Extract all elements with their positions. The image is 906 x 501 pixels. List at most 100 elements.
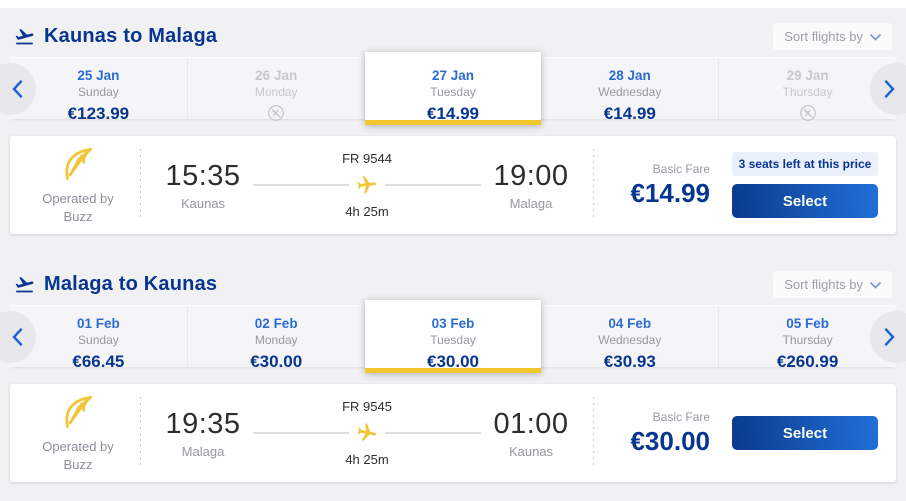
date-price: €30.93 [603,352,656,371]
divider [140,149,141,221]
arrival-time: 19:00 [493,159,569,192]
flight-results-page: Kaunas to Malaga Sort flights by 25 Jan … [0,8,906,482]
return-flight-section: Malaga to Kaunas Sort flights by 01 Feb … [0,270,906,482]
cta-block: 3 seats left at this price Select [732,152,878,218]
section-title: Malaga to Kaunas [44,272,218,295]
chevron-down-icon [870,277,881,292]
date-label: 29 Jan [786,68,829,83]
date-carousel: 25 Jan Sunday €123.99 26 Jan Monday 27 J… [0,52,906,125]
date-cell-selected[interactable]: 03 Feb Tuesday €30.00 [364,300,542,373]
arrival-time: 01:00 [493,407,569,440]
section-title-wrap: Kaunas to Malaga [14,25,217,48]
no-flight-icon [188,103,365,126]
date-cell[interactable]: 02 Feb Monday €30.00 [186,306,365,371]
divider [593,397,594,469]
arrival-city: Kaunas [508,443,554,459]
date-cell-no-flight[interactable]: 26 Jan Monday [186,58,365,121]
arrival-block: 19:00 Malaga [481,160,581,211]
chevron-right-icon [884,79,895,98]
date-label: 25 Jan [77,68,120,83]
top-bar [0,0,906,8]
cta-block: Select [732,416,878,450]
flight-duration: 4h 25m [345,204,389,219]
plane-icon [356,422,378,444]
chevron-left-icon [11,79,22,98]
departure-time: 15:35 [165,159,241,192]
carousel-next-button[interactable] [870,62,906,115]
seats-left-badge: 3 seats left at this price [732,152,878,176]
route-line [253,174,481,196]
day-label: Thursday [782,333,833,347]
day-label: Wednesday [598,333,662,347]
date-price: €66.45 [72,352,125,371]
section-title-wrap: Malaga to Kaunas [14,273,217,296]
select-flight-button[interactable]: Select [732,416,878,450]
operated-by-label: Operated by Buzz [42,439,114,472]
fare-price: €30.00 [630,425,710,456]
sort-flights-label: Sort flights by [784,28,863,44]
flight-number: FR 9545 [342,399,392,414]
date-label: 03 Feb [431,316,475,331]
flight-number: FR 9544 [342,151,392,166]
outbound-flight-section: Kaunas to Malaga Sort flights by 25 Jan … [0,22,906,234]
departure-time: 19:35 [165,407,241,440]
fare-block: Basic Fare €30.00 [606,410,732,457]
divider [593,149,594,221]
date-price: €123.99 [67,104,130,123]
date-cell-selected[interactable]: 27 Jan Tuesday €14.99 [364,52,542,125]
date-label: 26 Jan [255,68,298,83]
section-header: Malaga to Kaunas Sort flights by [14,270,892,298]
flight-duration: 4h 25m [345,452,389,467]
departure-block: 15:35 Kaunas [153,160,253,211]
arrival-block: 01:00 Kaunas [481,408,581,459]
date-cell[interactable]: 01 Feb Sunday €66.45 [10,306,187,371]
chevron-right-icon [884,327,895,346]
section-header: Kaunas to Malaga Sort flights by [14,22,892,50]
date-cell[interactable]: 04 Feb Wednesday €30.93 [541,306,719,371]
date-label: 28 Jan [608,68,651,83]
fare-type-label: Basic Fare [652,409,710,424]
date-price: €260.99 [776,352,839,371]
route-block: FR 9545 4h 25m [253,399,481,467]
flight-takeoff-icon [14,274,35,295]
buzz-harp-logo [28,144,128,186]
date-cell-no-flight[interactable]: 29 Jan Thursday [718,58,896,121]
operator-column: Operated by Buzz [28,144,128,225]
fare-type-label: Basic Fare [652,161,710,176]
date-price: €30.00 [250,352,303,371]
departure-city: Kaunas [180,195,226,211]
day-label: Thursday [782,85,833,99]
flight-card: Operated by Buzz 19:35 Malaga FR 9545 4h… [10,384,896,482]
date-label: 04 Feb [608,316,652,331]
date-label: 27 Jan [431,68,474,83]
select-flight-button[interactable]: Select [732,184,878,218]
plane-icon [356,174,378,196]
date-price: €14.99 [603,104,656,123]
sort-flights-button[interactable]: Sort flights by [773,270,892,298]
date-price: €14.99 [426,104,479,123]
route-line [253,422,481,444]
day-label: Sunday [78,333,119,347]
day-label: Sunday [78,85,119,99]
day-label: Monday [254,333,298,347]
date-cell[interactable]: 28 Jan Wednesday €14.99 [541,58,719,123]
operated-by-label: Operated by Buzz [42,191,114,224]
date-carousel: 01 Feb Sunday €66.45 02 Feb Monday €30.0… [0,300,906,373]
section-title: Kaunas to Malaga [44,24,218,47]
no-flight-icon [719,103,896,126]
date-price: €30.00 [426,352,479,371]
operator-column: Operated by Buzz [28,392,128,473]
departure-block: 19:35 Malaga [153,408,253,459]
flight-takeoff-icon [14,26,35,47]
date-cell[interactable]: 25 Jan Sunday €123.99 [10,58,187,123]
date-cell[interactable]: 05 Feb Thursday €260.99 [718,306,896,371]
day-label: Wednesday [598,85,662,99]
buzz-harp-logo [28,392,128,434]
divider [140,397,141,469]
sort-flights-label: Sort flights by [784,276,863,292]
route-block: FR 9544 4h 25m [253,151,481,219]
carousel-next-button[interactable] [870,310,906,363]
sort-flights-button[interactable]: Sort flights by [773,22,892,50]
flight-card: Operated by Buzz 15:35 Kaunas FR 9544 4h… [10,136,896,234]
day-label: Tuesday [430,85,476,99]
